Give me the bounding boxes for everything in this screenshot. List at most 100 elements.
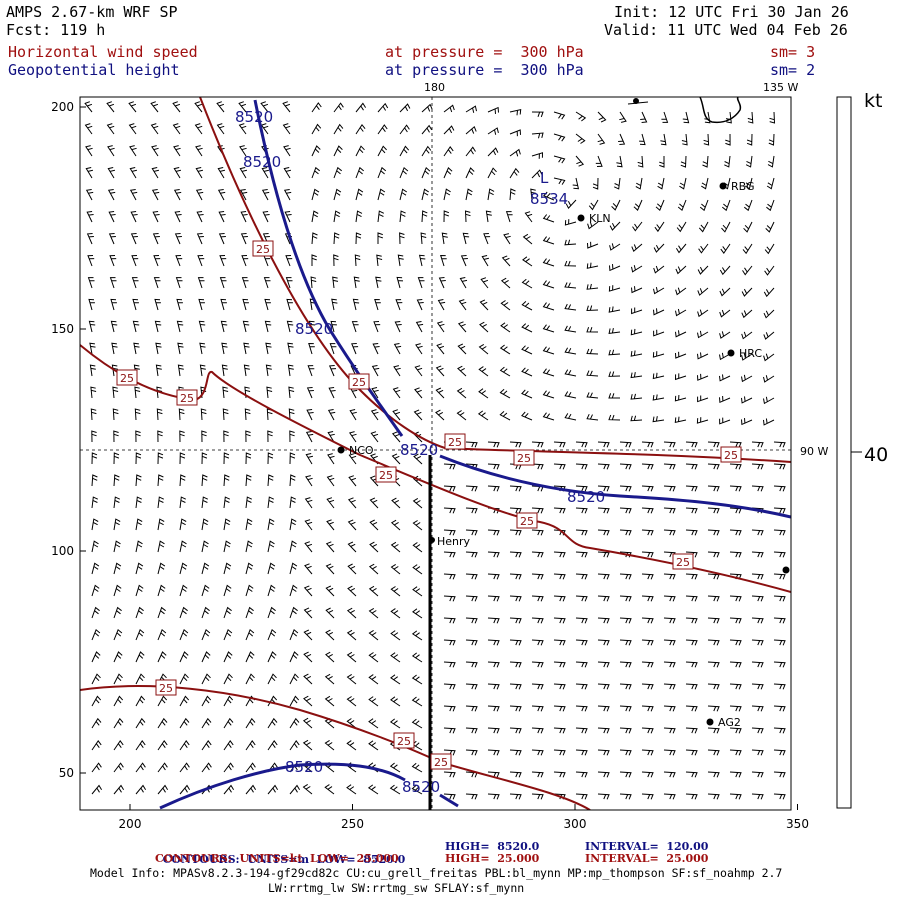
wind-barb bbox=[217, 167, 226, 179]
wind-barb bbox=[773, 463, 786, 470]
wind-barb bbox=[198, 298, 205, 311]
speed-contour bbox=[199, 97, 791, 463]
wind-barb bbox=[465, 749, 478, 756]
wind-barb bbox=[132, 320, 140, 333]
wind-barb bbox=[195, 189, 204, 201]
wind-barb bbox=[509, 727, 522, 734]
wind-barb bbox=[697, 330, 709, 339]
station-marker bbox=[706, 718, 714, 726]
wind-barb bbox=[619, 485, 632, 492]
wind-barb bbox=[661, 111, 669, 123]
wind-barb bbox=[411, 718, 423, 729]
wind-barb bbox=[641, 463, 654, 470]
wind-barb bbox=[707, 771, 720, 778]
wind-barb bbox=[509, 705, 522, 712]
wind-barb bbox=[245, 784, 257, 795]
y-tick-label: 200 bbox=[51, 100, 74, 114]
wind-barb bbox=[157, 496, 165, 509]
wind-barb bbox=[240, 233, 248, 245]
wind-barb bbox=[729, 463, 742, 470]
wind-barb bbox=[531, 683, 544, 690]
wind-barb bbox=[741, 396, 753, 404]
wind-barb bbox=[478, 343, 489, 355]
lon-label: 90 W bbox=[800, 445, 828, 458]
field1-level: at pressure = 300 hPa bbox=[385, 43, 584, 61]
wind-barb bbox=[223, 584, 232, 597]
height-contour bbox=[439, 793, 459, 808]
wind-barb bbox=[267, 430, 273, 443]
wind-barb bbox=[609, 243, 621, 251]
wind-barb bbox=[201, 518, 209, 531]
wind-barb bbox=[179, 496, 187, 509]
wind-barb bbox=[108, 211, 116, 223]
wind-barb bbox=[465, 125, 477, 135]
wind-barb bbox=[113, 496, 121, 509]
wind-barb bbox=[216, 101, 225, 113]
wind-barb bbox=[509, 639, 522, 646]
speed-label-box bbox=[393, 732, 415, 749]
wind-barb bbox=[130, 211, 138, 223]
wind-barb bbox=[355, 210, 363, 223]
wind-barb bbox=[106, 123, 115, 135]
wind-barb bbox=[575, 441, 588, 448]
wind-barb bbox=[631, 286, 643, 294]
wind-barb bbox=[355, 232, 362, 245]
wind-barb bbox=[465, 573, 478, 580]
station-label: NCO bbox=[349, 444, 374, 457]
wind-barb bbox=[199, 364, 206, 377]
wind-barb bbox=[333, 210, 341, 223]
wind-barb bbox=[179, 740, 190, 751]
wind-barb bbox=[389, 762, 401, 773]
wind-barb bbox=[196, 233, 204, 245]
wind-barb bbox=[660, 133, 667, 146]
wind-barb bbox=[443, 793, 456, 800]
wind-barb bbox=[152, 211, 160, 223]
wind-barb bbox=[155, 342, 162, 355]
wind-barb bbox=[179, 562, 188, 575]
wind-barb bbox=[157, 740, 168, 751]
wind-barb bbox=[631, 265, 643, 273]
wind-barb bbox=[773, 529, 786, 536]
y-tick-label: 50 bbox=[59, 766, 74, 780]
wind-barb bbox=[411, 630, 423, 641]
wind-barb bbox=[90, 408, 97, 421]
wind-barb bbox=[465, 167, 475, 179]
wind-barb bbox=[129, 167, 138, 179]
wind-barb bbox=[465, 485, 478, 492]
wind-barb bbox=[412, 608, 423, 619]
wind-barb bbox=[285, 255, 293, 267]
model-title: AMPS 2.67-km WRF SP bbox=[6, 3, 178, 21]
wind-barb bbox=[609, 264, 621, 272]
wind-barb bbox=[131, 255, 139, 267]
wind-barb bbox=[245, 762, 256, 773]
wind-barb bbox=[477, 410, 489, 421]
wind-barb bbox=[564, 391, 577, 399]
wind-barb bbox=[675, 330, 687, 338]
wind-barb bbox=[575, 111, 587, 122]
wind-barb bbox=[113, 651, 123, 663]
wind-barb bbox=[485, 210, 492, 223]
wind-barb bbox=[327, 409, 336, 421]
y-tick-label: 100 bbox=[51, 544, 74, 558]
wind-barb bbox=[641, 705, 654, 712]
wind-barb bbox=[179, 717, 190, 729]
wind-barb bbox=[245, 673, 255, 685]
wind-barb bbox=[413, 409, 423, 421]
wind-barb bbox=[587, 241, 599, 249]
speed-labels: 25 25 25 25 25 25 25 25 25 25 25 25 25 bbox=[116, 240, 742, 770]
wind-barb bbox=[222, 408, 229, 421]
wind-barb bbox=[745, 155, 753, 168]
wind-barb bbox=[84, 101, 93, 113]
wind-barb bbox=[619, 793, 632, 800]
wind-barb bbox=[696, 417, 709, 424]
wind-barb bbox=[597, 551, 610, 558]
wind-barb bbox=[743, 199, 753, 212]
wind-barb bbox=[764, 243, 775, 255]
wind-barb bbox=[521, 411, 533, 421]
wind-barb bbox=[553, 771, 566, 778]
wind-barb bbox=[112, 386, 119, 399]
wind-barb bbox=[597, 133, 606, 145]
wind-barb bbox=[175, 255, 183, 267]
wind-barb bbox=[326, 519, 335, 531]
wind-barb bbox=[311, 145, 321, 157]
